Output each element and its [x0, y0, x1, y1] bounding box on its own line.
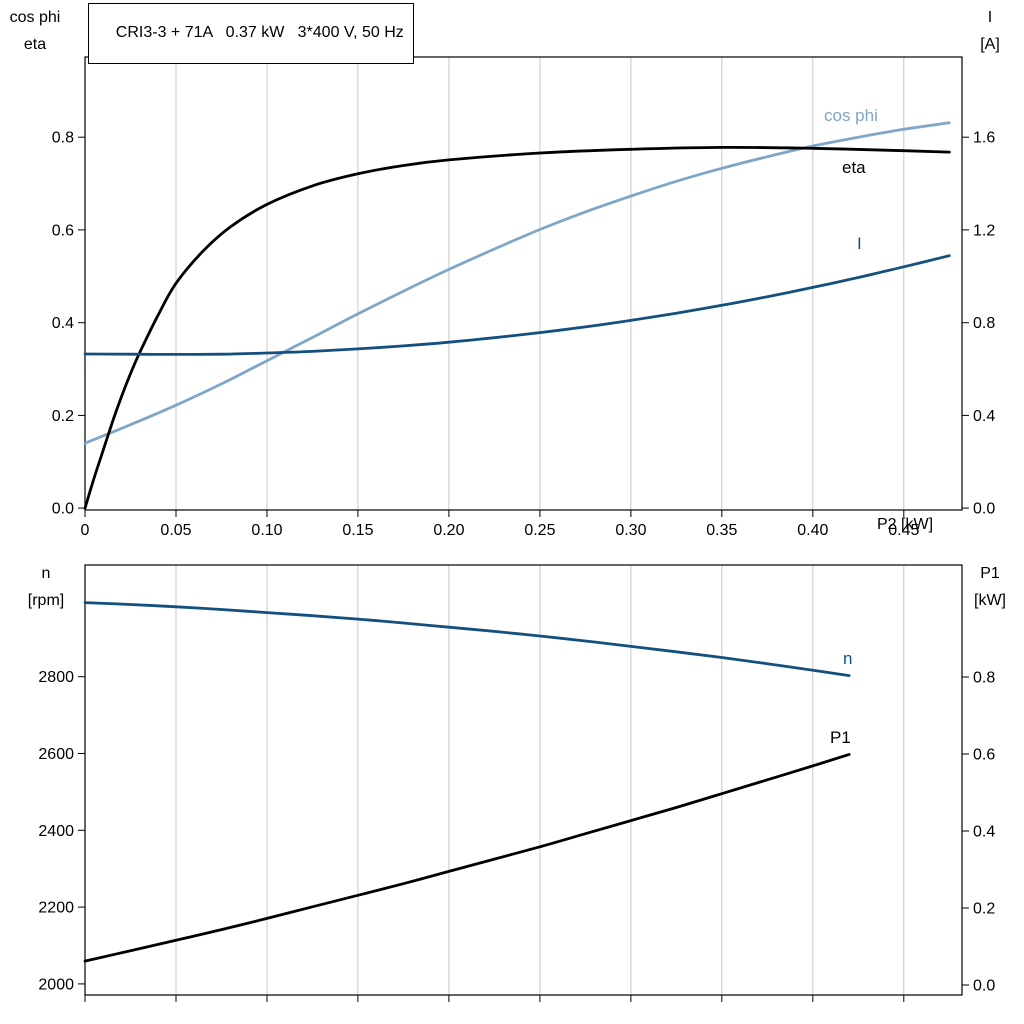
- y-tick-label-right: 1.2: [973, 222, 995, 239]
- y-tick-label-right: 0.4: [973, 408, 995, 425]
- y-tick-label-left: 2800: [38, 669, 74, 686]
- left-axis-label-cosphi: cos phi: [9, 9, 61, 26]
- right-axis-label-current: I: [987, 9, 993, 26]
- bottom-chart-right-axis-title: P1 [kW]: [960, 560, 1020, 614]
- x-tick-label: 0.15: [342, 522, 373, 539]
- y-tick-label-left: 0.8: [52, 130, 74, 147]
- plot-border: [84, 564, 963, 996]
- y-tick-label-left: 2000: [38, 976, 74, 993]
- curve-label-i: I: [857, 234, 862, 253]
- top-chart-left-axis-title: cos phi eta: [2, 4, 68, 58]
- right-axis-unit-amps: [A]: [980, 36, 1000, 53]
- y-tick-label-right: 0.8: [973, 315, 995, 332]
- x-tick-label: 0.40: [797, 522, 828, 539]
- y-tick-label-right: 0.0: [973, 501, 995, 518]
- y-tick-label-right: 0.6: [973, 747, 995, 764]
- y-tick-label-right: 1.6: [973, 130, 995, 147]
- top-chart: 0 0.05 0.10 0.15 0.20 0.25 0.30 0.35 0.40 0.45 0.0…: [52, 56, 995, 539]
- y-tick-label-right: 0.2: [973, 901, 995, 918]
- curve-cos-phi: [83, 121, 951, 445]
- curve-i: [83, 254, 951, 356]
- x-tick-label: 0.10: [251, 522, 282, 539]
- y-tick-label-right: 0.0: [973, 978, 995, 995]
- x-tick-label: 0.35: [706, 522, 737, 539]
- x-tick-label: 0.30: [615, 522, 646, 539]
- curve-n: [83, 601, 851, 677]
- y-tick-label-right: 0.4: [973, 824, 995, 841]
- plot-border: [84, 56, 963, 511]
- left-axis-label-eta: eta: [23, 36, 47, 53]
- chart-title: CRI3-3 + 71A 0.37 kW 3*400 V, 50 Hz: [115, 24, 404, 41]
- left-axis-label-speed: n: [41, 565, 51, 582]
- y-tick-label-left: 2200: [38, 900, 74, 917]
- bottom-chart: 2000 2200 2400 2600 2800 0.0 0.2 0.4 0.6 0.8 n P1: [38, 564, 995, 1002]
- x-axis-label: P2 [kW]: [877, 516, 934, 533]
- curve-p1: [83, 753, 851, 963]
- top-chart-right-axis-title: I [A]: [961, 4, 1019, 58]
- y-tick-label-left: 0.6: [52, 222, 74, 239]
- left-axis-unit-rpm: [rpm]: [27, 592, 65, 609]
- x-tick-label: 0.05: [160, 522, 191, 539]
- x-tick-label: 0.20: [433, 522, 464, 539]
- curve-eta: [83, 145, 951, 510]
- right-axis-label-p1: P1: [980, 565, 1000, 582]
- y-tick-label-right: 0.8: [973, 670, 995, 687]
- y-tick-label-left: 0.2: [52, 408, 74, 425]
- curve-label-n: n: [843, 649, 852, 668]
- y-tick-label-left: 2600: [38, 746, 74, 763]
- curve-label-p1: P1: [830, 728, 851, 747]
- right-axis-unit-kw: [kW]: [974, 592, 1006, 609]
- x-tick-label: 0: [81, 522, 90, 539]
- x-tick-label: 0.45: [888, 522, 919, 539]
- y-tick-label-left: 0.0: [52, 501, 74, 518]
- chart-title-box: CRI3-3 + 71A 0.37 kW 3*400 V, 50 Hz: [88, 3, 414, 64]
- curve-label-eta: eta: [842, 158, 866, 177]
- curve-label-cos-phi: cos phi: [824, 106, 878, 125]
- x-tick-label: 0.25: [524, 522, 555, 539]
- bottom-chart-left-axis-title: n [rpm]: [12, 560, 80, 614]
- y-tick-label-left: 2400: [38, 823, 74, 840]
- y-tick-label-left: 0.4: [52, 315, 74, 332]
